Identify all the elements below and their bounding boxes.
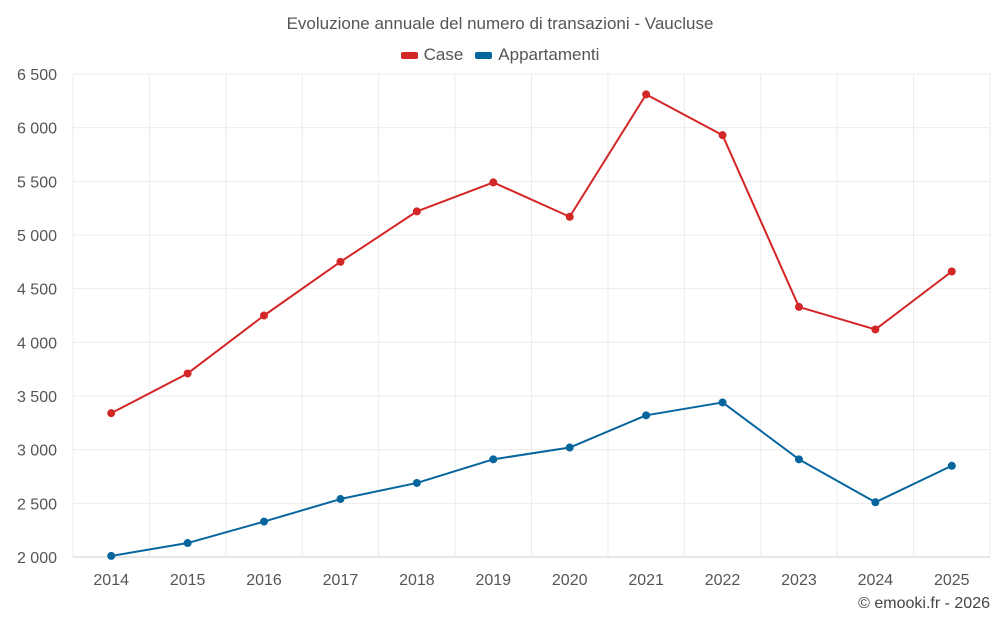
data-point-case bbox=[947, 267, 956, 276]
y-tick-label: 4 000 bbox=[17, 335, 57, 352]
x-tick-label: 2014 bbox=[93, 572, 129, 589]
y-tick-label: 2 000 bbox=[17, 550, 57, 567]
data-point-appartamenti bbox=[642, 411, 651, 420]
data-point-case bbox=[260, 311, 269, 320]
x-tick-label: 2023 bbox=[781, 572, 817, 589]
data-point-case bbox=[183, 369, 192, 378]
x-tick-label: 2016 bbox=[246, 572, 282, 589]
data-point-appartamenti bbox=[565, 443, 574, 452]
series-line-case bbox=[110, 93, 953, 415]
data-point-appartamenti bbox=[871, 498, 880, 507]
data-point-case bbox=[642, 90, 651, 99]
data-point-appartamenti bbox=[183, 539, 192, 548]
x-tick-label: 2018 bbox=[399, 572, 435, 589]
data-point-appartamenti bbox=[107, 551, 116, 560]
x-tick-label: 2017 bbox=[323, 572, 359, 589]
legend-item-appartamenti[interactable]: Appartamenti bbox=[475, 45, 599, 65]
series-line-appartamenti bbox=[111, 401, 953, 557]
data-point-appartamenti bbox=[260, 517, 269, 526]
chart-title: Evoluzione annuale del numero di transaz… bbox=[286, 14, 714, 33]
x-tick-label: 2020 bbox=[552, 572, 588, 589]
data-point-case bbox=[565, 212, 574, 221]
data-point-appartamenti bbox=[718, 398, 727, 407]
data-point-case bbox=[336, 257, 345, 266]
legend-swatch-case bbox=[400, 51, 418, 59]
x-tick-label: 2015 bbox=[170, 572, 206, 589]
y-tick-label: 4 500 bbox=[17, 282, 57, 299]
data-point-case bbox=[871, 325, 880, 334]
y-tick-label: 6 500 bbox=[17, 67, 57, 84]
y-tick-label: 5 500 bbox=[17, 174, 57, 191]
legend-label-case: Case bbox=[423, 45, 464, 64]
x-tick-label: 2021 bbox=[628, 572, 664, 589]
y-tick-label: 3 000 bbox=[17, 443, 57, 460]
data-point-appartamenti bbox=[412, 478, 421, 487]
data-point-appartamenti bbox=[947, 461, 956, 470]
data-point-appartamenti bbox=[794, 455, 803, 464]
y-tick-label: 6 000 bbox=[17, 121, 57, 138]
data-point-case bbox=[794, 302, 803, 311]
y-tick-label: 2 500 bbox=[17, 496, 57, 513]
data-point-case bbox=[412, 207, 421, 216]
data-point-appartamenti bbox=[489, 455, 498, 464]
footer-credit: © emooki.fr - 2026 bbox=[858, 595, 990, 612]
data-point-case bbox=[718, 131, 727, 140]
legend-swatch-appartamenti bbox=[475, 51, 493, 59]
legend-item-case[interactable]: Case bbox=[400, 45, 464, 65]
y-tick-label: 5 000 bbox=[17, 228, 57, 245]
x-tick-label: 2019 bbox=[475, 572, 511, 589]
x-tick-label: 2024 bbox=[858, 572, 894, 589]
data-point-case bbox=[489, 178, 498, 187]
x-tick-label: 2022 bbox=[705, 572, 741, 589]
y-tick-label: 3 500 bbox=[17, 389, 57, 406]
x-tick-label: 2025 bbox=[934, 572, 970, 589]
legend-label-appartamenti: Appartamenti bbox=[498, 45, 600, 64]
data-point-case bbox=[107, 409, 116, 418]
legend: Case Appartamenti bbox=[0, 45, 1000, 65]
data-point-appartamenti bbox=[336, 495, 345, 504]
